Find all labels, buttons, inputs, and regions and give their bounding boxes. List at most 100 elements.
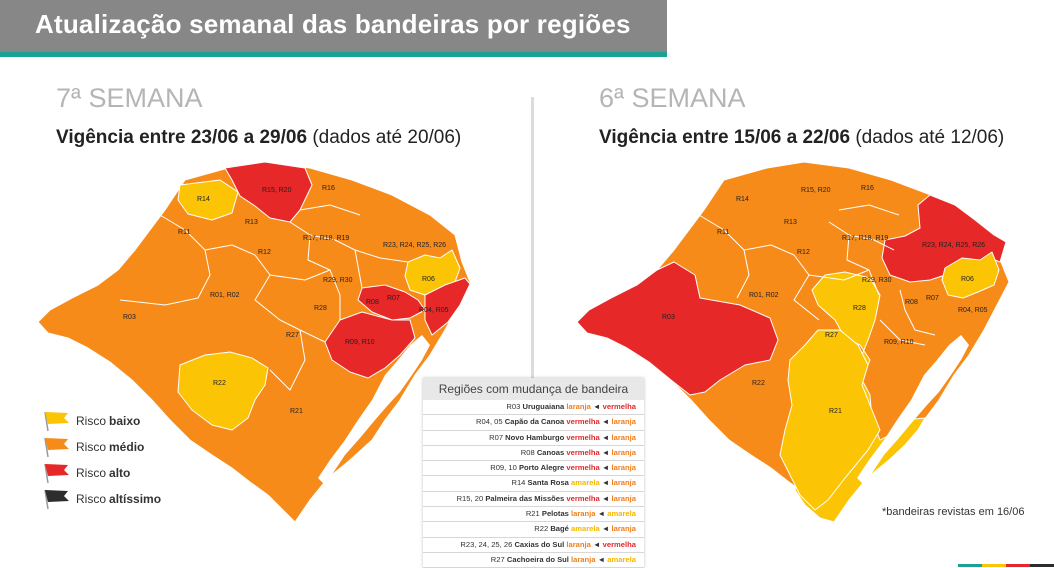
changes-table-title: Regiões com mudança de bandeira xyxy=(423,378,644,400)
row-code: R22 xyxy=(534,524,549,534)
region-label-r08: R08 xyxy=(905,299,918,306)
row-from: vermelha xyxy=(566,432,600,442)
row-name: Porto Alegre xyxy=(518,463,565,473)
validity-right: Vigência entre 15/06 a 22/06 (dados até … xyxy=(599,127,1004,149)
row-code: R15, 20 xyxy=(456,493,484,503)
row-code: R08 xyxy=(520,447,535,457)
arrow-left-icon: ◄ xyxy=(597,554,606,564)
row-to: laranja xyxy=(611,447,636,457)
region-label-r14: R14 xyxy=(197,196,210,203)
region-label-r03: R03 xyxy=(123,314,136,321)
legend-level: médio xyxy=(109,440,145,454)
arrow-left-icon: ◄ xyxy=(597,509,606,519)
revision-note: *bandeiras revistas em 16/06 xyxy=(882,506,1025,518)
legend-level: alto xyxy=(109,466,131,480)
row-name: Palmeira das Missões xyxy=(485,493,565,503)
region-label-r28: R28 xyxy=(853,305,866,312)
row-from: amarela xyxy=(571,524,600,534)
region-label-r23: R23, R24, R25, R26 xyxy=(383,242,446,249)
row-from: laranja xyxy=(571,554,596,564)
table-row: R27 Cachoeira do Sul laranja ◄ amarela xyxy=(423,553,644,568)
row-to: laranja xyxy=(611,432,636,442)
arrow-left-icon: ◄ xyxy=(601,417,610,427)
region-label-r04: R04, R05 xyxy=(419,307,449,314)
table-row: R07 Novo Hamburgo vermelha ◄ laranja xyxy=(423,431,644,446)
map-week7-r14 xyxy=(177,179,239,221)
row-code: R23, 24, 25, 26 xyxy=(460,539,513,549)
row-name: Bagé xyxy=(550,524,569,534)
row-from: vermelha xyxy=(566,447,600,457)
region-label-r27: R27 xyxy=(825,332,838,339)
map-week7-r07 xyxy=(357,284,426,321)
legend-item: Risco baixo xyxy=(42,408,161,434)
row-name: Canoas xyxy=(536,447,565,457)
row-to: vermelha xyxy=(602,539,636,549)
row-name: Novo Hamburgo xyxy=(505,432,565,442)
row-code: R21 xyxy=(525,509,540,519)
validity-right-dates: Vigência entre 15/06 a 22/06 xyxy=(599,127,851,148)
map-week6-lagoon xyxy=(857,335,969,485)
legend-item: Risco alto xyxy=(42,460,161,486)
row-to: laranja xyxy=(611,524,636,534)
legend-item: Risco médio xyxy=(42,434,161,460)
map-week7-r22 xyxy=(177,351,269,431)
row-to: laranja xyxy=(611,493,636,503)
row-code: R03 xyxy=(506,402,521,411)
region-label-r09: R09, R10 xyxy=(345,339,375,346)
row-to: amarela xyxy=(607,554,636,564)
region-label-r08: R08 xyxy=(366,299,379,306)
page-title: Atualização semanal das bandeiras por re… xyxy=(35,9,631,39)
week-label-right: 6ª SEMANA xyxy=(599,83,746,113)
legend-level: altíssimo xyxy=(109,492,162,506)
row-to: vermelha xyxy=(602,402,636,411)
region-label-r07: R07 xyxy=(387,295,400,302)
region-label-r01: R01, R02 xyxy=(749,292,779,299)
row-code: R27 xyxy=(490,554,505,564)
region-label-r29: R29, R30 xyxy=(862,277,892,284)
region-label-r16: R16 xyxy=(322,185,335,192)
arrow-left-icon: ◄ xyxy=(601,463,610,473)
legend-item: Risco altíssimo xyxy=(42,486,161,512)
changes-table: Regiões com mudança de bandeira R03 Urug… xyxy=(423,378,644,568)
table-row: R04, 05 Capão da Canoa vermelha ◄ laranj… xyxy=(423,415,644,431)
column-divider xyxy=(531,97,534,397)
map-week6-r21 xyxy=(779,329,881,511)
map-week7-r04 xyxy=(424,277,471,336)
row-name: Santa Rosa xyxy=(527,478,569,488)
week-label-left: 7ª SEMANA xyxy=(56,83,203,113)
region-label-r03: R03 xyxy=(662,314,675,321)
region-label-r01: R01, R02 xyxy=(210,292,240,299)
row-to: amarela xyxy=(607,509,636,519)
row-name: Capão da Canoa xyxy=(504,417,565,427)
row-name: Caxias do Sul xyxy=(514,539,565,549)
arrow-left-icon: ◄ xyxy=(601,524,610,534)
arrow-left-icon: ◄ xyxy=(601,493,610,503)
region-label-r22: R22 xyxy=(752,380,765,387)
arrow-left-icon: ◄ xyxy=(592,402,601,411)
legend-prefix: Risco xyxy=(76,466,107,480)
region-label-r14: R14 xyxy=(736,196,749,203)
row-name: Uruguaiana xyxy=(522,402,565,411)
region-label-r06: R06 xyxy=(961,276,974,283)
region-label-r16: R16 xyxy=(861,185,874,192)
title-bar: Atualização semanal das bandeiras por re… xyxy=(0,0,667,57)
table-row: R08 Canoas vermelha ◄ laranja xyxy=(423,446,644,462)
flag-icon xyxy=(44,437,69,458)
row-name: Pelotas xyxy=(541,509,569,519)
region-label-r21: R21 xyxy=(829,408,842,415)
region-label-r22: R22 xyxy=(213,380,226,387)
table-row: R09, 10 Porto Alegre vermelha ◄ laranja xyxy=(423,461,644,477)
region-label-r11: R11 xyxy=(717,229,729,236)
row-to: laranja xyxy=(611,478,636,488)
region-label-r27: R27 xyxy=(286,332,299,339)
map-week7-r09 xyxy=(324,311,416,379)
flag-icon xyxy=(44,489,69,510)
row-from: amarela xyxy=(571,478,600,488)
arrow-left-icon: ◄ xyxy=(601,447,610,457)
region-label-r11: R11 xyxy=(178,229,190,236)
title-underline xyxy=(0,52,667,57)
region-label-r17: R17, R18, R19 xyxy=(842,235,888,242)
table-row: R03 Uruguaiana laranja ◄ vermelha xyxy=(423,400,644,416)
map-week7-lagoon xyxy=(318,335,430,485)
